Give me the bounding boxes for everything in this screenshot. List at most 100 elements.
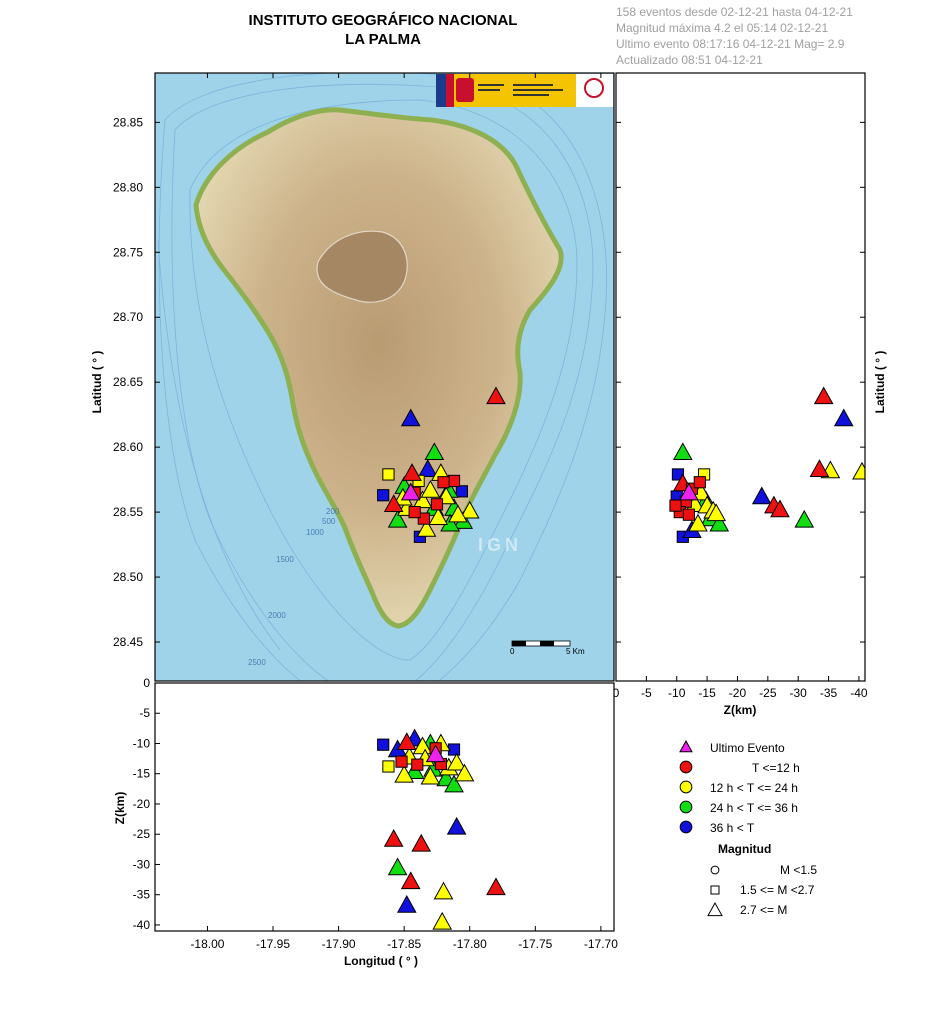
map-y-ticks: 28.45 28.50 28.55 28.60 28.65 28.70 28.75 28.80…	[113, 115, 160, 649]
z-tick-label: -25	[133, 827, 151, 841]
event-marker	[433, 881, 454, 900]
event-marker	[420, 766, 441, 785]
event-marker	[424, 442, 445, 461]
info-max-magnitude: Magnitud máxima 4.2 el 05:14 02-12-21	[616, 21, 828, 35]
event-marker	[394, 764, 415, 783]
event-marker	[669, 499, 682, 512]
legend-magnitude-marker	[710, 885, 720, 895]
event-marker	[383, 494, 404, 513]
depth-x-axis-label: Z(km)	[724, 703, 757, 717]
event-marker	[382, 468, 395, 481]
lat-tick-label: 28.80	[113, 180, 143, 194]
legend-magnitude-title: Magnitud	[718, 842, 771, 856]
event-marker	[377, 489, 390, 502]
lat-tick-label: 28.60	[113, 440, 143, 454]
event-marker	[706, 503, 727, 522]
lat-tick-label: 28.85	[113, 115, 143, 129]
event-marker	[813, 386, 834, 405]
event-marker	[425, 744, 446, 763]
event-marker	[411, 758, 424, 771]
legend-marker	[679, 739, 693, 753]
legend-label-m-medium: 1.5 <= M <2.7	[740, 883, 815, 897]
event-marker	[688, 513, 708, 532]
depth-tick-label: -40	[850, 686, 868, 700]
lat-tick-label: 28.45	[113, 635, 143, 649]
lat-tick-label: 28.50	[113, 570, 143, 584]
event-marker	[672, 442, 693, 461]
event-marker	[417, 459, 438, 477]
event-marker	[432, 911, 453, 930]
ign-logo-icon	[584, 78, 604, 98]
event-marker	[437, 476, 450, 489]
legend-marker	[679, 800, 693, 814]
ign-logo-banner	[436, 74, 613, 107]
event-marker	[671, 468, 685, 481]
event-marker	[486, 386, 506, 405]
island-landmass	[193, 107, 564, 629]
event-marker	[455, 485, 468, 498]
map-frame	[154, 72, 615, 682]
event-marker	[447, 474, 461, 488]
chart-subtitle: LA PALMA	[345, 31, 421, 48]
depth-tick-label: -30	[790, 686, 808, 700]
z-tick-label: -15	[133, 767, 151, 781]
lat-tick-label: 28.55	[113, 505, 143, 519]
event-marker	[751, 486, 772, 505]
event-marker	[446, 752, 467, 771]
event-marker	[408, 506, 421, 519]
z-tick-label: 0	[143, 676, 150, 690]
longitude-y-axis-label: Z(km)	[113, 792, 127, 825]
event-marker	[448, 504, 468, 523]
depth-tick-label: 0	[613, 686, 620, 700]
depth-tick-label: -35	[820, 686, 838, 700]
lat-tick-label: 28.75	[113, 245, 143, 259]
map-events	[377, 386, 506, 543]
depth-tick-label: -20	[729, 686, 747, 700]
lon-tick-label: -17.85	[387, 937, 421, 951]
legend-label-m-large: 2.7 <= M	[740, 903, 787, 917]
event-marker	[387, 857, 408, 876]
legend-marker	[679, 780, 693, 794]
lat-tick-label: 28.65	[113, 375, 143, 389]
event-marker	[486, 877, 506, 896]
contour-label-1000: 1000	[306, 528, 324, 537]
z-tick-label: -10	[133, 736, 151, 750]
info-event-count: 158 eventos desde 02-12-21 hasta 04-12-2…	[616, 5, 853, 19]
longitude-depth-events	[377, 728, 506, 930]
contour-label-2000: 2000	[268, 611, 286, 620]
z-tick-label: -35	[133, 888, 151, 902]
event-marker	[396, 894, 417, 913]
contour-label-2500: 2500	[248, 658, 266, 667]
event-marker	[459, 500, 480, 519]
scale-label-zero: 0	[510, 647, 515, 656]
coat-of-arms-icon	[456, 78, 474, 102]
event-marker	[411, 833, 432, 852]
event-marker	[377, 738, 390, 751]
scale-bar: 0 5 Km	[510, 640, 585, 656]
depth-tick-label: -25	[759, 686, 777, 700]
event-marker	[454, 763, 475, 782]
caldera-relief	[316, 230, 408, 303]
event-marker	[420, 479, 441, 498]
info-updated: Actualizado 08:51 04-12-21	[616, 53, 763, 67]
lon-tick-label: -17.80	[453, 937, 487, 951]
event-marker	[416, 518, 437, 537]
event-marker	[447, 743, 461, 756]
event-marker	[383, 829, 404, 847]
event-marker	[400, 871, 421, 890]
longitude-depth-panel: -18.00 -17.95 -17.90 -17.85 -17.80 -17.75 -17.…	[113, 73, 618, 968]
event-marker	[794, 509, 815, 528]
lon-tick-label: -17.95	[256, 937, 290, 951]
depth-tick-label: -15	[698, 686, 716, 700]
map-panel: 200 500 1000 1500 2000 2500 IGN 0 5 Km	[90, 72, 615, 682]
event-marker	[709, 513, 730, 532]
longitude-depth-ticks: -18.00 -17.95 -17.90 -17.85 -17.80 -17.75 -17.…	[133, 73, 618, 951]
event-marker	[444, 774, 464, 793]
event-marker	[395, 755, 408, 768]
contour-label-200: 200	[326, 507, 340, 516]
event-marker	[400, 408, 421, 427]
z-tick-label: -30	[133, 857, 151, 871]
legend-label-m-small: M <1.5	[780, 863, 817, 877]
z-tick-label: -5	[139, 706, 150, 720]
z-tick-label: -20	[133, 797, 151, 811]
